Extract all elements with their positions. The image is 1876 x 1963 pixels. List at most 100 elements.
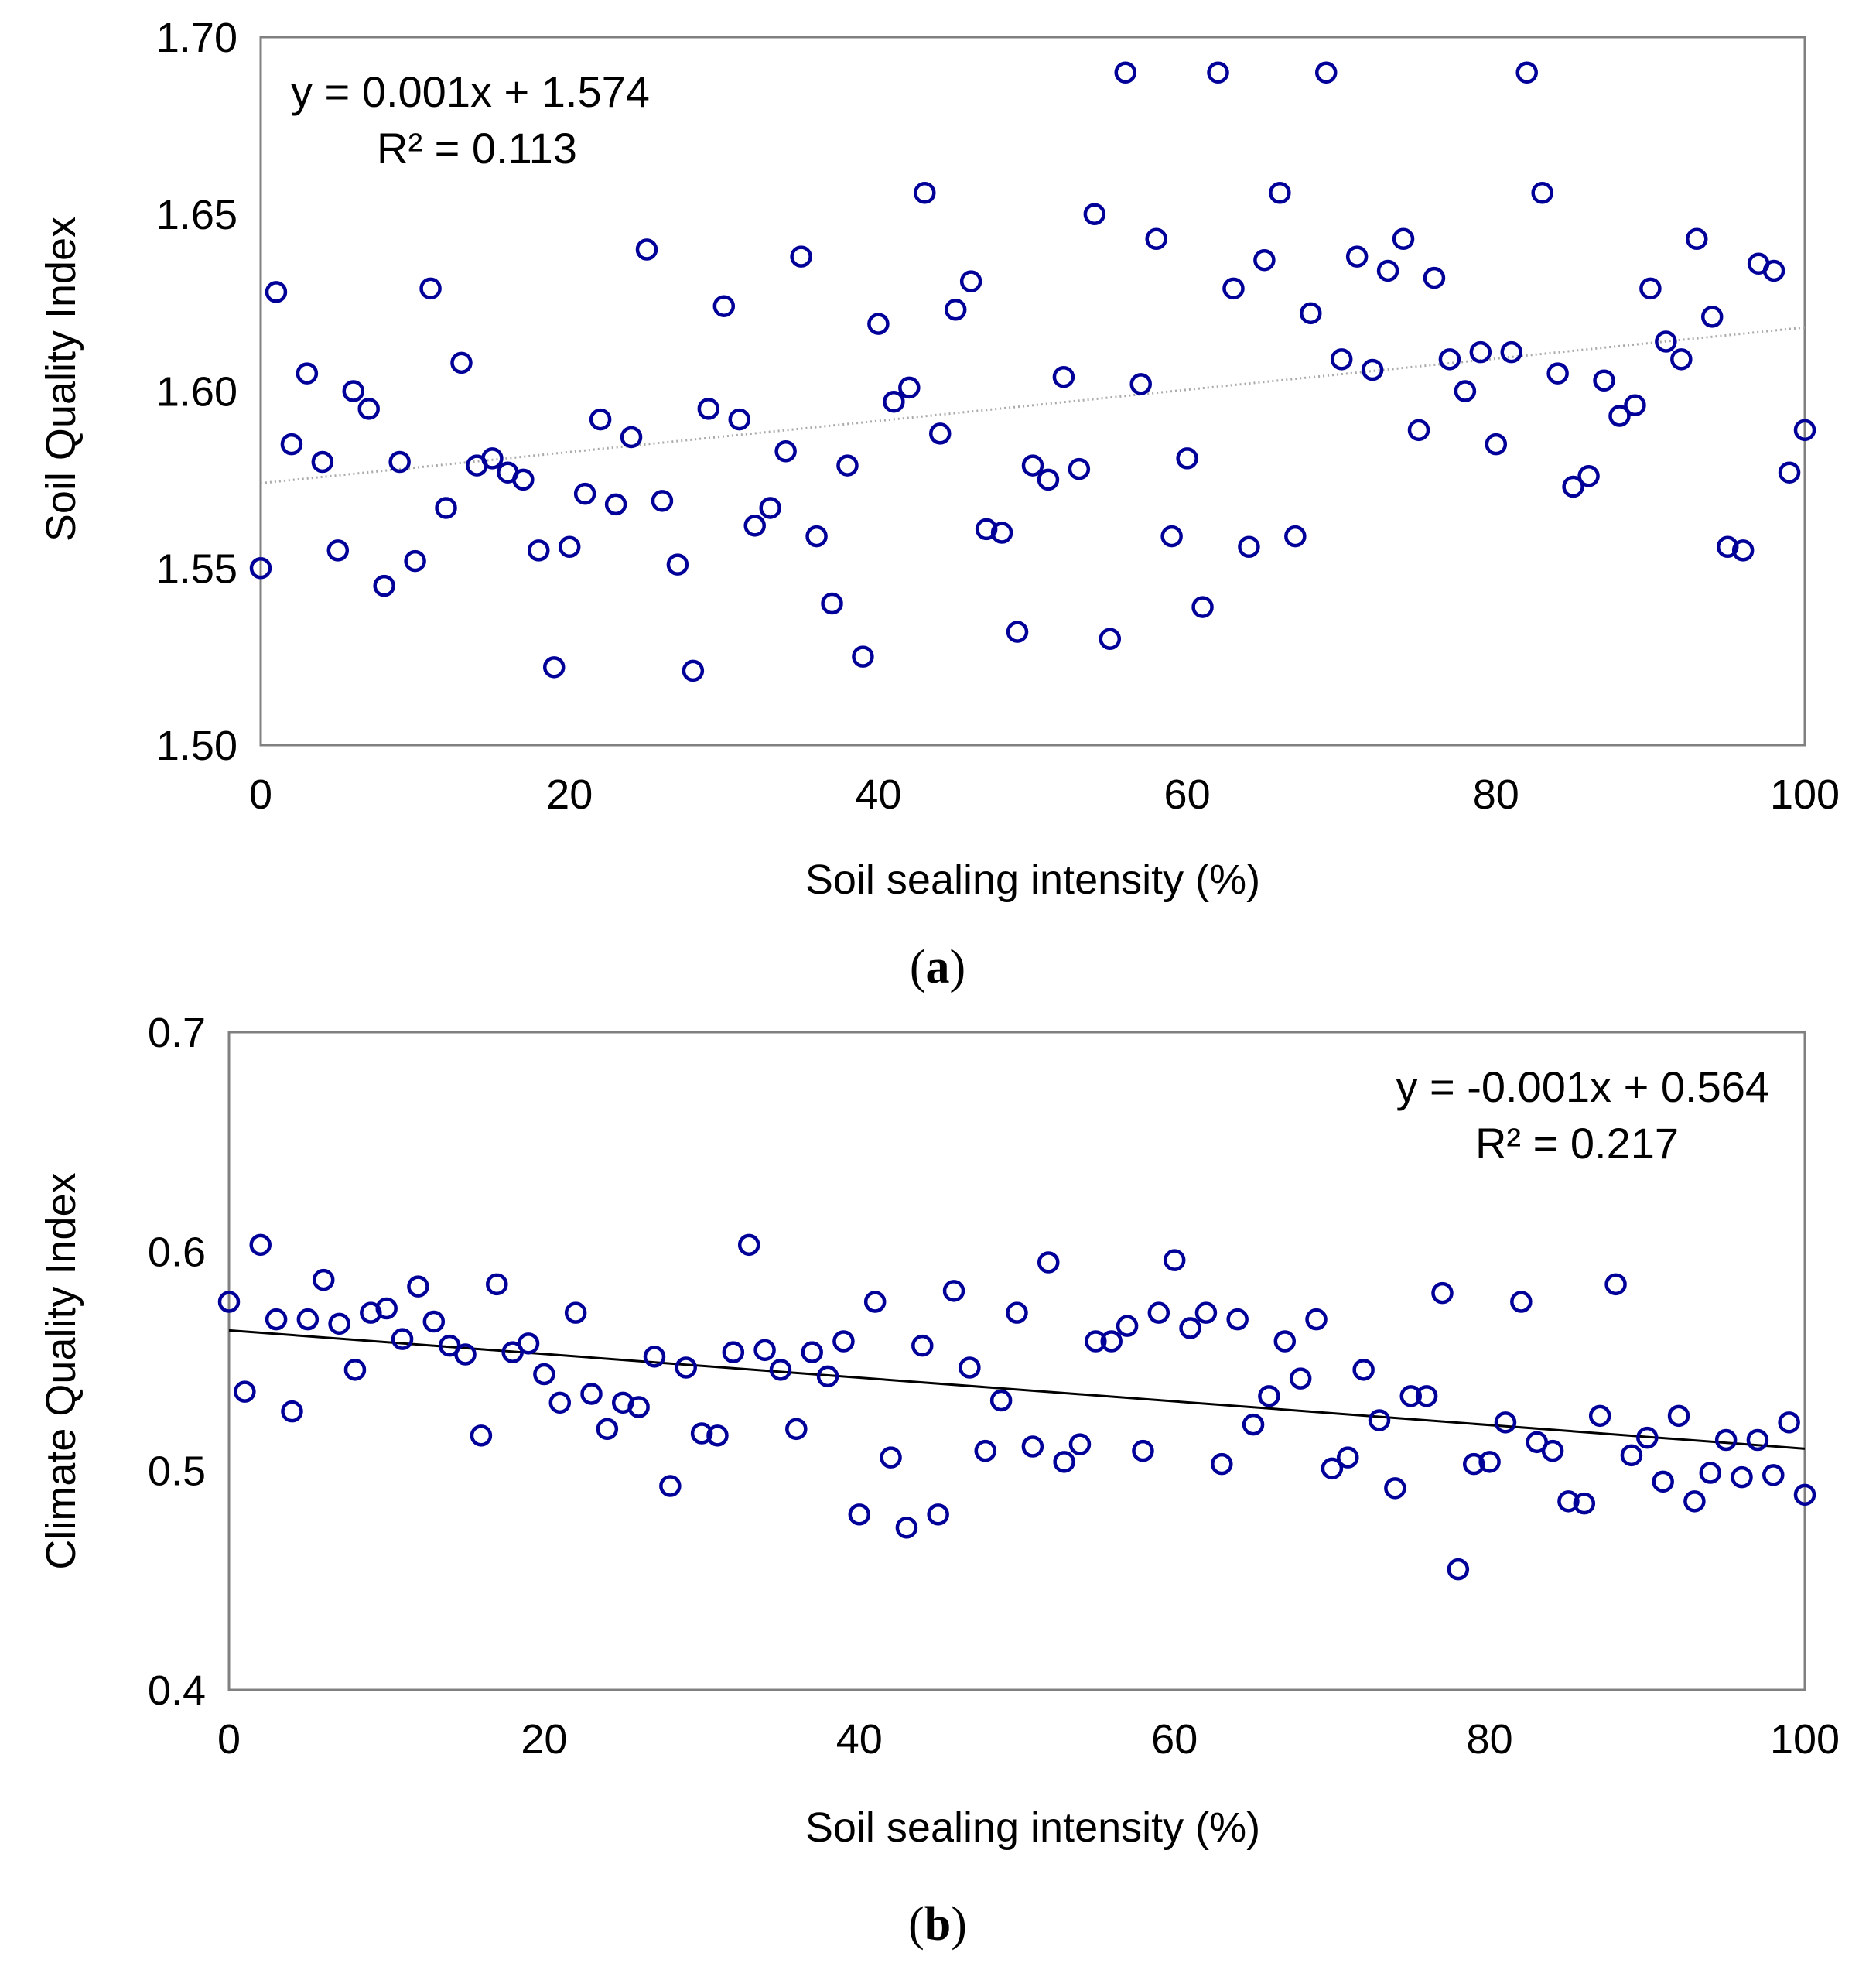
y-tick-label: 0.5 xyxy=(148,1448,206,1495)
data-point xyxy=(697,398,720,420)
data-point xyxy=(450,351,473,374)
data-point xyxy=(558,535,581,559)
x-tick-label: 60 xyxy=(1164,771,1211,818)
x-tick-label: 20 xyxy=(546,771,593,818)
data-point xyxy=(883,390,905,413)
x-tick-label: 0 xyxy=(249,771,272,818)
data-point xyxy=(911,1334,934,1357)
y-tick-label: 1.60 xyxy=(156,369,237,416)
data-point xyxy=(990,522,1013,544)
data-point xyxy=(1037,468,1060,491)
data-point xyxy=(1053,1451,1075,1473)
data-point xyxy=(512,468,535,491)
data-point xyxy=(1700,306,1724,328)
data-point xyxy=(743,515,766,537)
plot-frame xyxy=(227,1031,1806,1691)
data-point xyxy=(737,1233,760,1257)
data-point xyxy=(1352,1359,1375,1381)
data-point xyxy=(1608,405,1631,427)
data-point xyxy=(675,1356,697,1379)
data-point xyxy=(1006,1301,1028,1324)
data-point xyxy=(1670,348,1693,371)
data-point xyxy=(620,426,643,449)
data-point xyxy=(1384,1477,1406,1500)
x-tick-label: 100 xyxy=(1770,771,1840,818)
data-point xyxy=(1562,475,1584,498)
data-point xyxy=(643,1346,666,1368)
data-point xyxy=(1361,358,1384,381)
data-point xyxy=(1114,61,1137,84)
y-tick-label: 1.70 xyxy=(156,15,237,61)
data-point xyxy=(470,1424,493,1447)
data-point xyxy=(944,299,967,321)
data-point xyxy=(296,1308,320,1331)
panel-a-r-squared: R² = 0.113 xyxy=(377,124,577,173)
data-point xyxy=(528,539,550,562)
data-point xyxy=(759,497,781,519)
data-point xyxy=(281,1400,303,1423)
panel-a-label-letter: a xyxy=(926,941,950,993)
data-point xyxy=(1300,302,1322,325)
data-point xyxy=(1604,1273,1627,1296)
data-point xyxy=(1116,1315,1139,1337)
data-point xyxy=(722,1341,745,1363)
data-point xyxy=(1284,525,1307,548)
data-point xyxy=(1145,227,1167,251)
data-point xyxy=(1052,365,1075,388)
data-point xyxy=(596,1418,619,1441)
data-point xyxy=(682,659,705,682)
data-point xyxy=(863,1291,887,1313)
data-point xyxy=(343,1359,367,1381)
data-point xyxy=(898,376,921,399)
data-point xyxy=(989,1389,1013,1412)
data-point xyxy=(1557,1490,1580,1513)
data-point xyxy=(1100,1330,1123,1353)
data-point xyxy=(1222,277,1245,300)
panel-a-label: (a) xyxy=(910,941,965,993)
data-point xyxy=(1778,461,1801,484)
data-point xyxy=(265,1308,288,1331)
data-point xyxy=(1652,1470,1674,1493)
data-point xyxy=(1147,1301,1170,1324)
data-point xyxy=(542,656,566,679)
panel-b-equation: y = -0.001x + 0.564 xyxy=(1396,1062,1769,1111)
data-point xyxy=(265,281,288,303)
data-point xyxy=(785,1418,808,1441)
data-point xyxy=(404,549,426,573)
data-point xyxy=(1510,1291,1533,1313)
data-point xyxy=(1716,535,1739,559)
x-tick-label: 20 xyxy=(521,1716,567,1763)
data-point xyxy=(1085,1330,1107,1353)
data-point xyxy=(769,1359,792,1381)
data-point xyxy=(753,1339,776,1362)
data-point xyxy=(249,1233,272,1257)
data-point xyxy=(1746,1428,1769,1452)
data-point xyxy=(1021,454,1044,477)
data-point xyxy=(1762,259,1785,282)
panel-b-label-letter: b xyxy=(924,1898,951,1951)
data-point xyxy=(1083,203,1106,225)
data-point xyxy=(1176,447,1198,470)
data-point xyxy=(1321,1457,1344,1480)
trendline xyxy=(228,1329,1806,1450)
data-point xyxy=(419,277,442,300)
data-point xyxy=(1478,1451,1501,1473)
data-point xyxy=(234,1380,256,1403)
data-point xyxy=(1699,1462,1722,1484)
data-point xyxy=(1345,245,1369,268)
data-point xyxy=(1624,394,1646,417)
data-point xyxy=(1731,1465,1753,1489)
data-point xyxy=(1620,1444,1643,1467)
data-point xyxy=(1431,1281,1454,1305)
data-point xyxy=(959,270,982,292)
data-point xyxy=(564,1301,587,1324)
data-point xyxy=(627,1396,650,1418)
data-point xyxy=(774,440,797,463)
data-point xyxy=(867,313,890,335)
data-point xyxy=(1289,1367,1312,1390)
data-point xyxy=(914,182,936,204)
data-point xyxy=(1454,380,1477,402)
y-tick-label: 1.50 xyxy=(156,723,237,769)
data-point xyxy=(706,1424,729,1447)
data-point xyxy=(1238,535,1260,559)
